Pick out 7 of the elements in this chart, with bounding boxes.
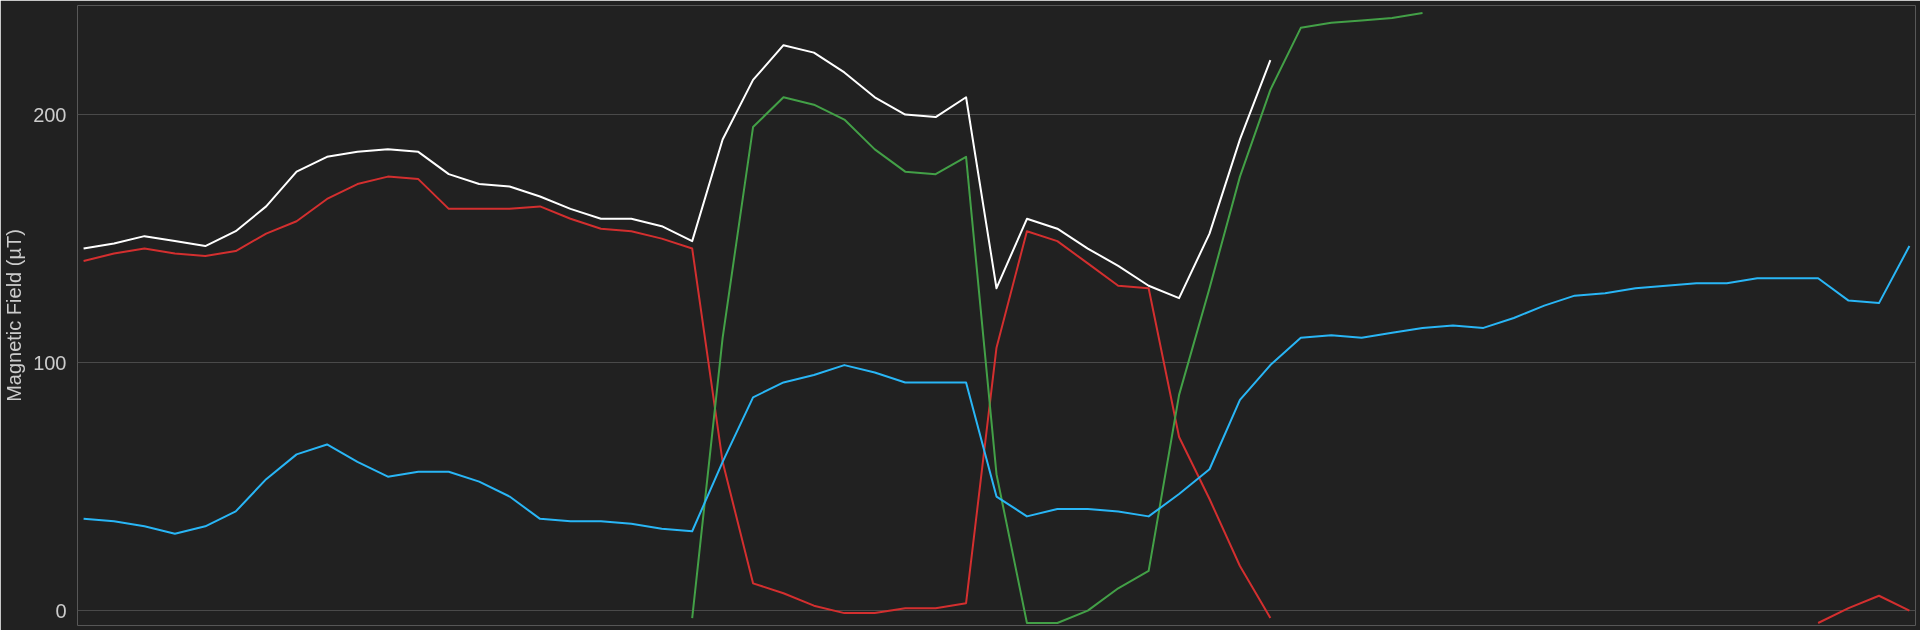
y-tick-label: 0: [55, 599, 67, 622]
line-series: [691, 11, 1424, 625]
y-axis-title: Magnetic Field (µT): [3, 229, 26, 402]
y-tick-label: 200: [33, 103, 67, 126]
line-series: [82, 44, 1272, 300]
line-series: [82, 245, 1911, 535]
y-tick-label: 100: [33, 351, 67, 374]
